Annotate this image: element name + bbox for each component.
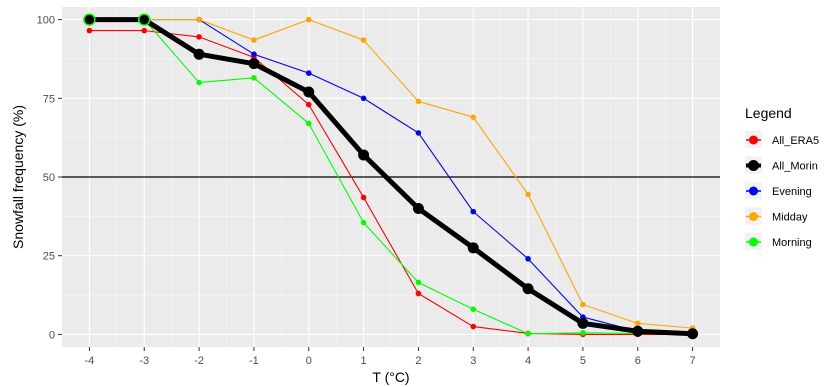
data-point-midday	[634, 320, 641, 327]
data-point-all-era5	[141, 27, 148, 34]
data-point-all-morin	[248, 58, 260, 70]
y-tick-label: 25	[43, 251, 55, 263]
data-point-midday	[415, 98, 422, 105]
legend: Legend All_ERA5 All_Morin Evening Midday Mor…	[745, 105, 819, 250]
data-point-all-era5	[305, 101, 312, 108]
x-tick-label: 7	[690, 355, 696, 367]
x-tick-label: 2	[415, 355, 421, 367]
data-point-outline	[138, 13, 151, 26]
x-tick-label: -4	[85, 355, 95, 367]
data-point-all-morin	[358, 149, 370, 161]
data-point-midday	[305, 16, 312, 23]
data-point-all-morin	[83, 14, 95, 26]
data-point-morning	[360, 219, 367, 226]
data-point-all-morin	[467, 242, 479, 254]
data-point-evening	[525, 256, 531, 262]
series-line-all-era5	[89, 30, 693, 335]
x-tick-label: -2	[194, 355, 204, 367]
series-line-midday	[89, 19, 693, 329]
data-point-all-era5	[415, 290, 422, 297]
y-axis-ticks: 0 25 50 75 100	[37, 15, 62, 341]
data-point-morning	[415, 279, 422, 286]
legend-label: Midday	[772, 212, 808, 224]
legend-key-marker	[749, 237, 758, 247]
x-axis-ticks: -4 -3 -2 -1 0 1 2 3 4 5 6 7	[85, 347, 696, 367]
data-point-evening	[360, 95, 367, 102]
data-point-all-morin	[193, 48, 205, 60]
legend-key-marker	[749, 186, 758, 196]
data-point-midday	[580, 301, 586, 308]
data-point-midday	[470, 114, 477, 120]
data-point-morning	[196, 79, 202, 86]
x-tick-label: -3	[139, 355, 149, 367]
x-tick-label: 5	[580, 355, 586, 367]
legend-key-marker	[748, 160, 759, 171]
data-point-all-morin	[522, 283, 534, 295]
x-tick-label: 4	[525, 355, 531, 367]
legend-item-evening: Evening	[745, 182, 812, 199]
data-point-evening	[251, 51, 257, 58]
legend-item-all-morin: All_Morin	[745, 156, 818, 174]
data-point-morning	[251, 75, 257, 81]
data-point-all-morin	[632, 325, 644, 337]
data-point-all-morin	[577, 317, 589, 329]
series-line-all-morin	[89, 17, 693, 337]
legend-item-morning: Morning	[745, 233, 812, 250]
y-tick-label: 75	[43, 93, 55, 105]
data-point-morning	[525, 330, 531, 337]
series-layer	[83, 13, 699, 340]
data-point-evening	[470, 208, 477, 215]
legend-label: Morning	[772, 237, 812, 249]
x-axis-title: T (°C)	[372, 369, 409, 385]
data-point-all-morin	[412, 202, 424, 214]
y-axis-title: Snowfall frequency (%)	[10, 105, 26, 249]
data-point-all-morin	[687, 328, 699, 340]
data-point-all-era5	[360, 194, 367, 201]
data-point-all-era5	[86, 27, 93, 34]
legend-label: All_Morin	[772, 161, 818, 173]
data-point-midday	[360, 37, 367, 43]
legend-title: Legend	[745, 105, 792, 121]
data-point-midday	[525, 191, 531, 198]
legend-label: All_ERA5	[772, 135, 819, 147]
legend-label: Evening	[772, 186, 812, 198]
y-tick-label: 0	[49, 329, 55, 341]
data-point-all-morin	[138, 14, 150, 26]
series-midday	[86, 16, 696, 331]
data-point-all-morin	[303, 86, 315, 98]
x-tick-label: 3	[470, 355, 476, 367]
x-tick-label: -1	[249, 355, 259, 367]
legend-key-marker	[749, 135, 758, 145]
data-point-all-era5	[196, 34, 202, 40]
x-tick-label: 0	[306, 355, 312, 367]
data-point-evening	[305, 70, 312, 76]
data-point-midday	[251, 37, 257, 43]
y-tick-label: 50	[43, 172, 55, 184]
data-point-midday	[196, 16, 202, 23]
x-tick-label: 6	[635, 355, 641, 367]
data-point-morning	[470, 306, 477, 313]
data-point-evening	[415, 130, 422, 136]
y-tick-label: 100	[37, 15, 55, 27]
series-all-morin	[83, 13, 699, 340]
data-point-morning	[580, 330, 586, 336]
data-point-all-era5	[470, 323, 477, 330]
legend-item-midday: Midday	[745, 207, 808, 225]
x-tick-label: 1	[361, 355, 367, 367]
legend-key-marker	[749, 212, 758, 221]
data-point-morning	[305, 120, 312, 127]
legend-item-all-era5: All_ERA5	[745, 131, 819, 148]
data-point-outline	[83, 13, 96, 26]
series-line-morning	[89, 19, 693, 335]
